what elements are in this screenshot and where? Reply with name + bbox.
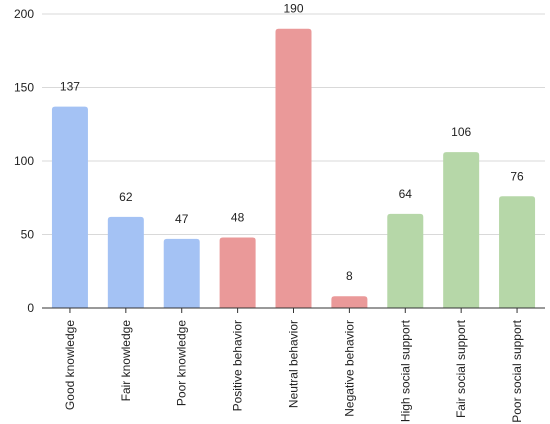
data-labels: 137 62 47 48 190 8 64 106 76 <box>60 2 524 284</box>
bar-poor-social-support <box>499 196 536 308</box>
y-tick-label-150: 150 <box>14 81 34 95</box>
x-label-poor-knowledge: Poor knowledge <box>175 320 189 406</box>
data-label-fair-knowledge: 62 <box>119 190 133 204</box>
data-label-high-social-support: 64 <box>399 187 413 201</box>
x-label-fair-knowledge: Fair knowledge <box>119 320 133 402</box>
x-label-poor-social-support: Poor social support <box>510 319 524 422</box>
y-tick-label-200: 200 <box>14 7 34 21</box>
x-axis-labels: Good knowledge Fair knowledge Poor knowled… <box>63 319 524 422</box>
bar-negative-behavior <box>331 296 368 308</box>
x-label-positive-behavior: Positive behavior <box>231 320 245 411</box>
y-tick-label-100: 100 <box>14 154 34 168</box>
bar-positive-behavior <box>219 237 256 308</box>
x-label-fair-social-support: Fair social support <box>454 319 468 418</box>
x-axis-tick-marks <box>69 308 518 313</box>
bar-high-social-support <box>387 213 424 308</box>
y-tick-label-0: 0 <box>27 301 34 315</box>
data-label-neutral-behavior: 190 <box>283 2 303 16</box>
x-label-negative-behavior: Negative behavior <box>342 320 356 417</box>
y-axis-ticks: 0 50 100 150 200 <box>14 7 34 315</box>
y-tick-label-50: 50 <box>21 228 35 242</box>
bar-good-knowledge <box>51 106 88 308</box>
x-label-neutral-behavior: Neutral behavior <box>287 320 301 408</box>
bar-fair-social-support <box>443 152 480 308</box>
data-label-negative-behavior: 8 <box>346 269 353 283</box>
data-label-positive-behavior: 48 <box>231 210 245 224</box>
data-label-fair-social-support: 106 <box>451 125 471 139</box>
bars <box>51 28 536 308</box>
data-label-good-knowledge: 137 <box>60 80 80 94</box>
bar-neutral-behavior <box>275 28 312 308</box>
x-label-high-social-support: High social support <box>398 319 412 422</box>
data-label-poor-social-support: 76 <box>510 169 524 183</box>
data-label-poor-knowledge: 47 <box>175 212 189 226</box>
bar-poor-knowledge <box>163 238 200 308</box>
x-label-good-knowledge: Good knowledge <box>63 320 77 410</box>
bar-fair-knowledge <box>107 216 144 308</box>
